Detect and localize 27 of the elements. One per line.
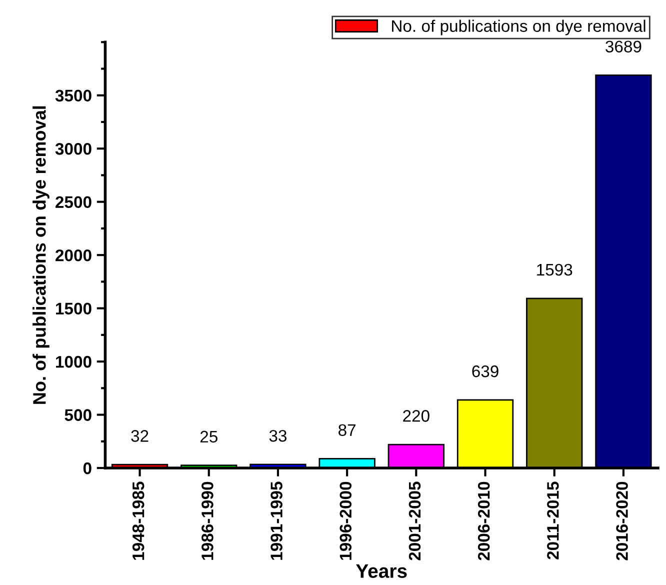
x-tick-label: 1991-1995 xyxy=(270,482,282,560)
y-tick-label: 2000 xyxy=(56,249,92,262)
y-tick-label: 3000 xyxy=(55,142,92,155)
y-tick-label: 3500 xyxy=(55,90,92,102)
legend-label: No. of publications on dye removal xyxy=(392,20,646,36)
y-tick-label: 0 xyxy=(83,462,92,474)
x-tick-label: 1986-1990 xyxy=(202,482,214,560)
y-tick-label: 2500 xyxy=(56,196,92,208)
x-tick-label: 1948-1985 xyxy=(132,482,144,560)
data-label: 33 xyxy=(269,430,287,442)
x-tick-label: 2001-2005 xyxy=(408,482,421,560)
x-tick-label: 2006-2010 xyxy=(478,482,490,560)
x-tick-label: 2011-2015 xyxy=(547,482,559,560)
y-tick-label: 500 xyxy=(64,409,92,421)
y-axis-title: No. of publications on dye removal xyxy=(32,106,50,404)
data-label: 87 xyxy=(338,424,356,436)
data-label: 1593 xyxy=(537,264,572,276)
data-label: 639 xyxy=(472,365,498,378)
data-label: 32 xyxy=(131,430,148,442)
data-label: 3689 xyxy=(606,40,642,52)
x-axis-title: Years xyxy=(356,564,407,578)
y-tick-label: 1000 xyxy=(56,356,92,368)
data-label: 25 xyxy=(200,430,218,443)
data-label: 220 xyxy=(403,410,430,422)
y-tick-label: 1500 xyxy=(56,302,92,314)
x-tick-label: 2016-2020 xyxy=(616,482,628,560)
x-tick-label: 1996-2000 xyxy=(340,482,352,560)
